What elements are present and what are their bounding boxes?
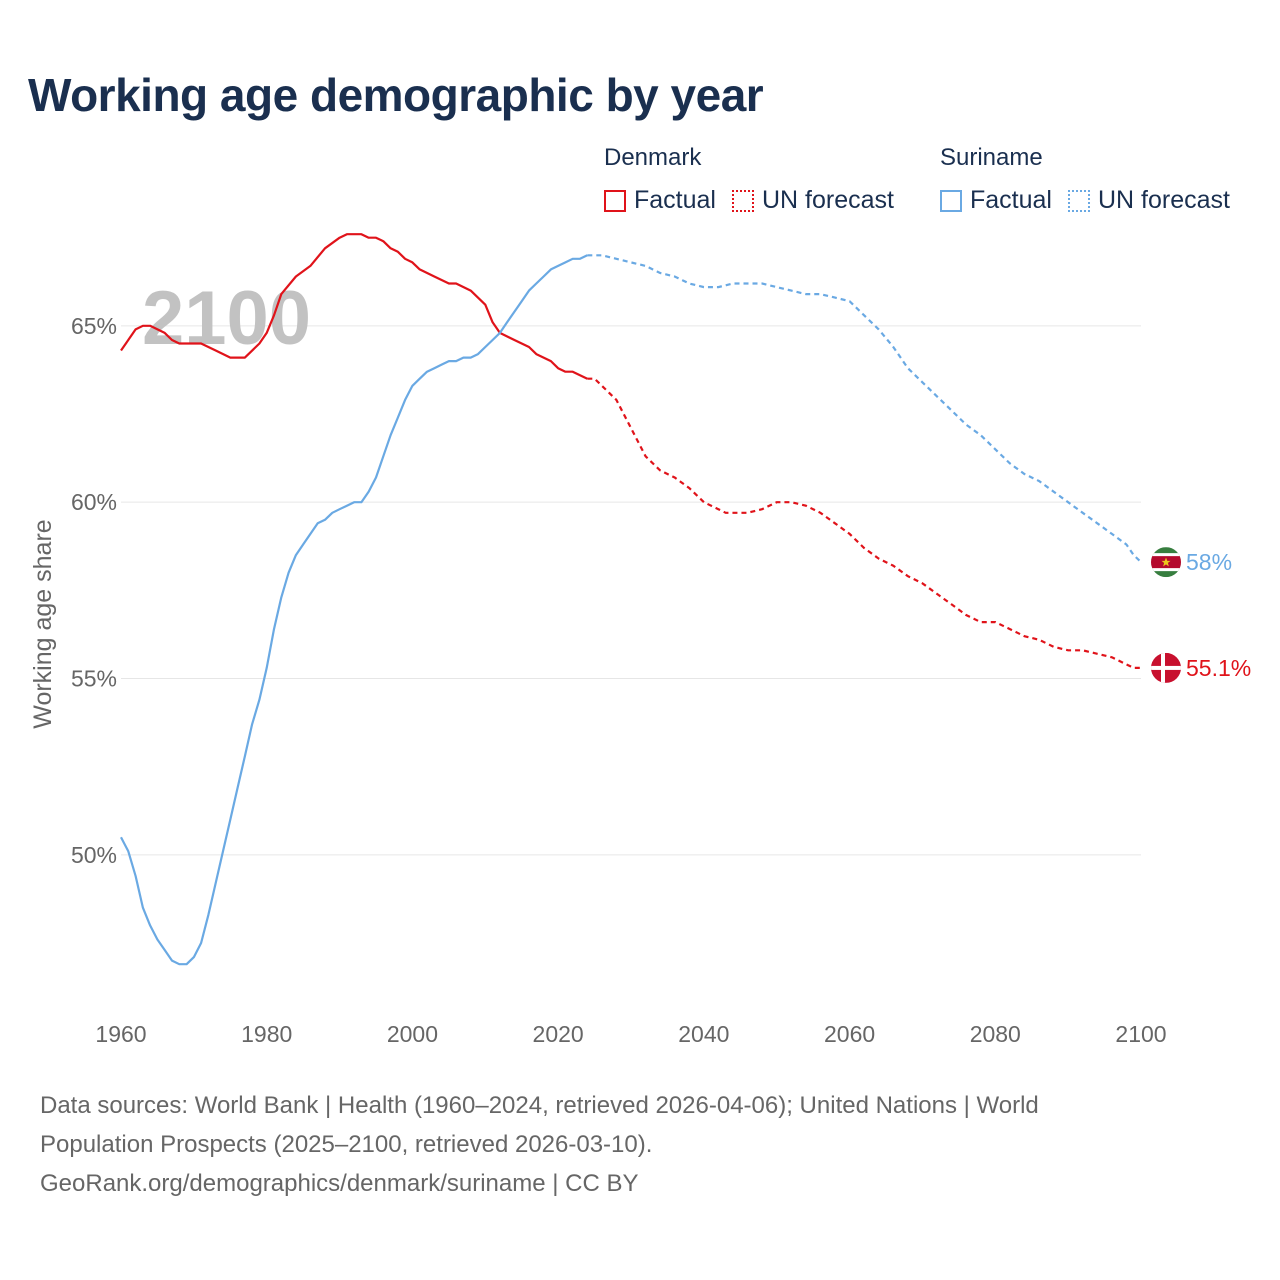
x-tick-label: 2040 [678, 1021, 729, 1047]
x-tick-label: 2000 [387, 1021, 438, 1047]
chart-title: Working age demographic by year [28, 69, 764, 121]
legend-country-denmark: Denmark [604, 144, 702, 171]
legend-swatch-denmark-factual [604, 189, 626, 212]
x-tick-label: 1980 [241, 1021, 292, 1047]
footer-line-2: Population Prospects (2025–2100, retriev… [40, 1131, 653, 1158]
denmark-flag-icon [1151, 652, 1181, 683]
x-tick-label: 1960 [95, 1021, 146, 1047]
year-watermark: 2100 [142, 276, 311, 361]
end-markers: 55.1% 58% [1151, 547, 1251, 683]
end-value-label-suriname: 58% [1186, 549, 1232, 575]
legend-swatch-denmark-forecast [731, 189, 754, 212]
legend-label-suriname-forecast[interactable]: UN forecast [1097, 186, 1230, 214]
footer-sources: Data sources: World Bank | Health (1960–… [40, 1086, 1240, 1203]
y-tick-label: 65% [71, 313, 117, 339]
legend-label-suriname-factual[interactable]: Factual [970, 186, 1052, 214]
x-tick-label: 2100 [1115, 1021, 1166, 1047]
x-tick-label: 2060 [824, 1021, 875, 1047]
end-value-label-denmark: 55.1% [1186, 655, 1251, 681]
x-axis-ticks: 1960 1980 2000 2020 2040 2060 2080 2100 [95, 1021, 1166, 1047]
gridlines [121, 325, 1141, 856]
y-tick-label: 50% [71, 842, 117, 868]
legend-swatch-suriname-forecast [1067, 189, 1090, 212]
legend-country-suriname: Suriname [940, 144, 1043, 171]
legend-group-denmark: Denmark Factual UN forecast [604, 144, 910, 215]
y-tick-label: 55% [71, 666, 117, 692]
footer-line-1: Data sources: World Bank | Health (1960–… [40, 1092, 1039, 1119]
footer-line-3[interactable]: GeoRank.org/demographics/denmark/surinam… [40, 1170, 639, 1197]
series-line-suriname-forecast [587, 254, 1142, 563]
legend-label-denmark-factual[interactable]: Factual [634, 186, 716, 214]
legend-label-denmark-forecast[interactable]: UN forecast [761, 186, 894, 214]
legend-group-suriname: Suriname Factual UN forecast [940, 144, 1246, 215]
suriname-flag-icon [1151, 547, 1181, 578]
legend-swatch-suriname-factual [940, 189, 962, 212]
series-lines [120, 233, 1142, 966]
x-tick-label: 2080 [970, 1021, 1021, 1047]
series-line-denmark-factual [120, 233, 588, 380]
y-axis-label: Working age share [29, 519, 57, 728]
x-tick-label: 2020 [533, 1021, 584, 1047]
y-axis-ticks: 50% 55% 60% 65% [71, 313, 117, 868]
y-tick-label: 60% [71, 489, 117, 515]
series-line-suriname-factual [120, 254, 588, 966]
series-line-denmark-forecast [587, 377, 1141, 669]
